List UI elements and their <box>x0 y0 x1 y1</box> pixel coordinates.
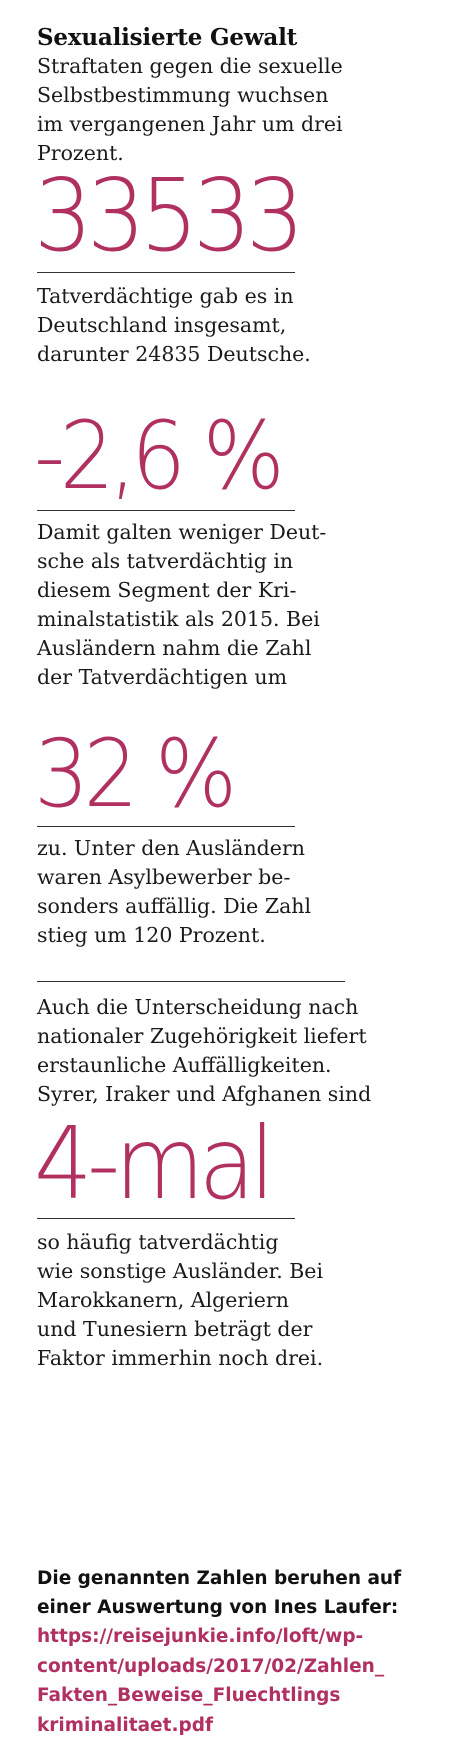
stat-figure-nationality-factor: 4-mal <box>34 1105 275 1222</box>
stat-text-nationality-factor: so häufig tatverdächtig wie sonstige Aus… <box>37 1230 324 1370</box>
section-divider <box>37 981 345 982</box>
stat-pretext-nationality: Auch die Unterscheidung nach nationaler … <box>37 995 372 1106</box>
stat-text-german-change: Damit galten weniger Deut- sche als tatv… <box>37 520 327 689</box>
stat-text-total-suspects: Tatverdächtige gab es in Deutschland ins… <box>37 284 311 366</box>
stat-figure-total-suspects: 33533 <box>34 157 305 274</box>
divider <box>37 1218 295 1219</box>
divider <box>37 510 295 511</box>
intro-text: Straftaten gegen die sexuelle Selbstbest… <box>37 54 343 165</box>
stat-text-foreigner-change: zu. Unter den Ausländern waren Asylbewer… <box>37 836 312 947</box>
stat-figure-foreigner-change: 32 % <box>34 720 237 829</box>
page-title: Sexualisierte Gewalt <box>37 24 298 51</box>
divider <box>37 826 295 827</box>
stat-figure-german-change: -2,6 % <box>34 402 285 511</box>
source-link[interactable]: https://reisejunkie.info/loft/wp- conten… <box>37 1626 385 1736</box>
source-note: Die genannten Zahlen beruhen auf einer A… <box>37 1568 402 1618</box>
divider <box>37 272 295 273</box>
